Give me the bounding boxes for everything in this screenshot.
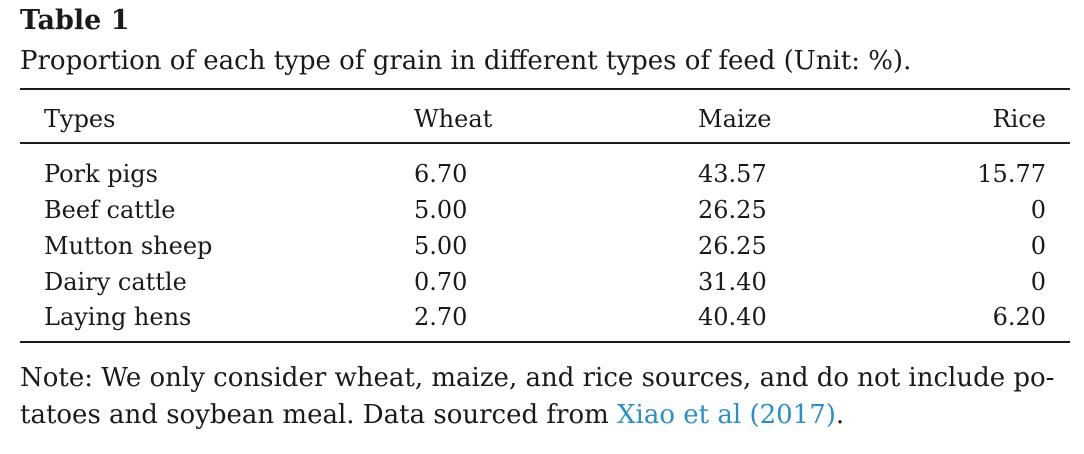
cell-wheat: 5.00 (414, 196, 468, 224)
top-rule (20, 88, 1070, 90)
note-line-2-suffix: . (835, 400, 845, 430)
cell-maize: 31.40 (698, 268, 767, 296)
table-row: Dairy cattle 0.70 31.40 0 (0, 267, 1084, 297)
cell-rice: 6.20 (992, 303, 1046, 331)
cell-wheat: 5.00 (414, 232, 468, 260)
cell-rice: 15.77 (977, 160, 1046, 188)
cell-rice: 0 (1030, 268, 1046, 296)
note-line-2: tatoes and soybean meal. Data sourced fr… (20, 397, 1068, 434)
header-maize: Maize (698, 105, 772, 133)
header-wheat: Wheat (414, 105, 493, 133)
cell-type: Laying hens (44, 303, 192, 331)
cell-maize: 43.57 (698, 160, 767, 188)
header-rice: Rice (992, 105, 1046, 133)
table-row: Laying hens 2.70 40.40 6.20 (0, 302, 1084, 332)
table-row: Mutton sheep 5.00 26.25 0 (0, 231, 1084, 261)
cell-rice: 0 (1030, 232, 1046, 260)
cell-maize: 40.40 (698, 303, 767, 331)
cell-type: Dairy cattle (44, 268, 187, 296)
cell-wheat: 2.70 (414, 303, 468, 331)
table-caption: Proportion of each type of grain in diff… (20, 46, 912, 76)
citation-link[interactable]: Xiao et al (2017) (617, 400, 836, 430)
note-line-1: Note: We only consider wheat, maize, and… (20, 363, 1055, 393)
table-note: Note: We only consider wheat, maize, and… (20, 360, 1068, 434)
cell-rice: 0 (1030, 196, 1046, 224)
bottom-rule (20, 341, 1070, 343)
table-row: Beef cattle 5.00 26.25 0 (0, 195, 1084, 225)
cell-type: Beef cattle (44, 196, 176, 224)
cell-maize: 26.25 (698, 232, 767, 260)
cell-wheat: 6.70 (414, 160, 468, 188)
header-types: Types (44, 105, 116, 133)
header-rule (20, 142, 1070, 144)
table-row: Pork pigs 6.70 43.57 15.77 (0, 159, 1084, 189)
note-line-2-prefix: tatoes and soybean meal. Data sourced fr… (20, 400, 618, 430)
cell-type: Mutton sheep (44, 232, 213, 260)
cell-wheat: 0.70 (414, 268, 468, 296)
cell-type: Pork pigs (44, 160, 158, 188)
table-label: Table 1 (20, 5, 130, 36)
cell-maize: 26.25 (698, 196, 767, 224)
